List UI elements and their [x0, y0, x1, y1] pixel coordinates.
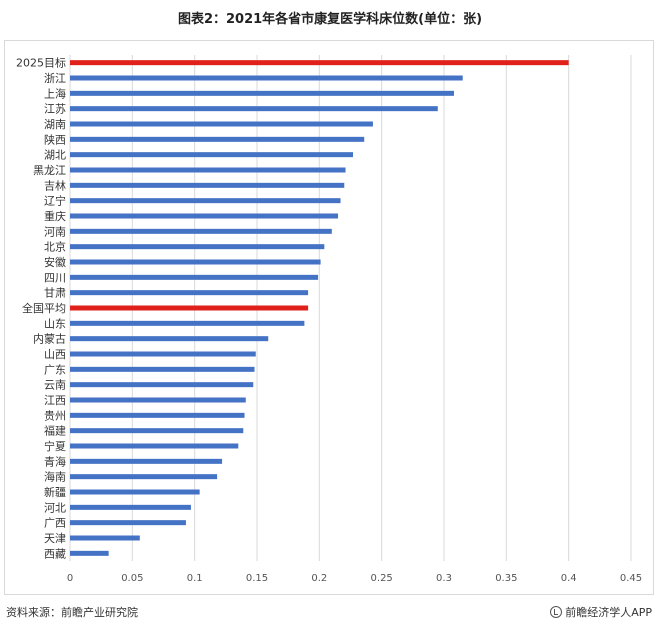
category-label: 云南 — [44, 379, 66, 392]
bar — [70, 228, 332, 234]
category-label: 河南 — [44, 225, 66, 238]
category-label: 西藏 — [44, 547, 66, 560]
bar — [70, 504, 191, 510]
brand-label: 前瞻经济学人APP — [565, 606, 652, 619]
category-label: 甘肃 — [44, 287, 66, 300]
category-label: 全国平均 — [22, 301, 66, 315]
category-label: 陕西 — [44, 132, 66, 146]
category-label: 河北 — [44, 501, 66, 514]
bar — [70, 244, 325, 250]
x-tick-labels: 0 0.05 0.1 0.15 0.2 0.25 0.3 0.35 0.4 0.45 — [67, 573, 642, 584]
bar — [70, 535, 140, 541]
bar — [70, 489, 200, 495]
category-label: 宁夏 — [44, 439, 66, 453]
bar — [70, 121, 373, 127]
category-label: 天津 — [44, 532, 66, 545]
category-label: 湖北 — [44, 149, 66, 162]
chart-title: 图表2：2021年各省市康复医学科床位数(单位：张) — [177, 12, 483, 27]
bar — [70, 520, 186, 526]
bar — [70, 336, 269, 342]
x-tick-label: 0 — [67, 573, 73, 584]
category-label: 上海 — [44, 86, 66, 100]
bar — [70, 351, 256, 357]
bar — [70, 75, 463, 81]
category-label: 内蒙古 — [33, 332, 66, 346]
category-label: 辽宁 — [44, 194, 66, 208]
category-label: 北京 — [44, 240, 66, 254]
category-label: 江西 — [44, 394, 66, 407]
bar — [70, 550, 109, 556]
category-label: 广西 — [44, 517, 66, 530]
x-tick-label: 0.4 — [561, 573, 577, 584]
category-label: 安徽 — [44, 255, 66, 269]
category-label: 浙江 — [44, 72, 66, 85]
bar — [70, 182, 345, 188]
x-tick-label: 0.15 — [246, 573, 268, 584]
source-note: 资料来源：前瞻产业研究院 — [6, 606, 138, 619]
category-label: 黑龙江 — [33, 164, 66, 177]
bar — [70, 136, 365, 142]
category-label: 四川 — [44, 271, 66, 284]
bar — [70, 443, 239, 449]
category-label: 青海 — [44, 454, 66, 468]
bar-chart: 2025目标浙江上海江苏湖南陕西湖北黑龙江吉林辽宁重庆河南北京安徽四川甘肃全国平… — [16, 55, 642, 584]
bar — [70, 290, 309, 296]
bar — [70, 274, 319, 280]
bars — [70, 60, 569, 556]
category-label: 2025目标 — [16, 56, 66, 70]
bar — [70, 412, 245, 418]
bar — [70, 474, 218, 480]
category-label: 福建 — [44, 424, 66, 438]
bar — [70, 382, 254, 388]
category-label: 海南 — [44, 470, 66, 484]
brand-footer: 前瞻经济学人APP — [550, 604, 652, 620]
bar-highlight — [70, 305, 309, 311]
bar — [70, 167, 346, 173]
bar — [70, 198, 341, 204]
bar — [70, 397, 246, 403]
bar — [70, 213, 339, 219]
x-tick-label: 0.2 — [311, 573, 327, 584]
category-label: 广东 — [44, 363, 66, 376]
chart-frame — [4, 40, 654, 595]
x-tick-label: 0.35 — [495, 573, 517, 584]
bar — [70, 320, 305, 326]
x-tick-label: 0.25 — [371, 573, 393, 584]
category-label: 贵州 — [44, 409, 66, 422]
bar-highlight — [70, 60, 569, 66]
bar — [70, 152, 353, 158]
bar — [70, 259, 321, 265]
category-label: 湖南 — [44, 118, 66, 131]
category-label: 重庆 — [44, 209, 66, 223]
category-label: 吉林 — [44, 178, 66, 192]
x-tick-label: 0.05 — [121, 573, 143, 584]
x-tick-label: 0.45 — [620, 573, 642, 584]
category-label: 山东 — [44, 317, 66, 330]
qianzhan-logo-icon — [550, 606, 563, 618]
category-label: 山西 — [44, 348, 66, 361]
category-label: 江苏 — [44, 103, 66, 116]
bar — [70, 458, 223, 464]
x-tick-label: 0.1 — [187, 573, 203, 584]
bar — [70, 428, 244, 434]
bar — [70, 106, 438, 112]
category-label: 新疆 — [44, 485, 66, 499]
x-tick-label: 0.3 — [436, 573, 452, 584]
bar — [70, 90, 454, 96]
category-labels: 2025目标浙江上海江苏湖南陕西湖北黑龙江吉林辽宁重庆河南北京安徽四川甘肃全国平… — [16, 56, 66, 561]
bar — [70, 366, 255, 372]
